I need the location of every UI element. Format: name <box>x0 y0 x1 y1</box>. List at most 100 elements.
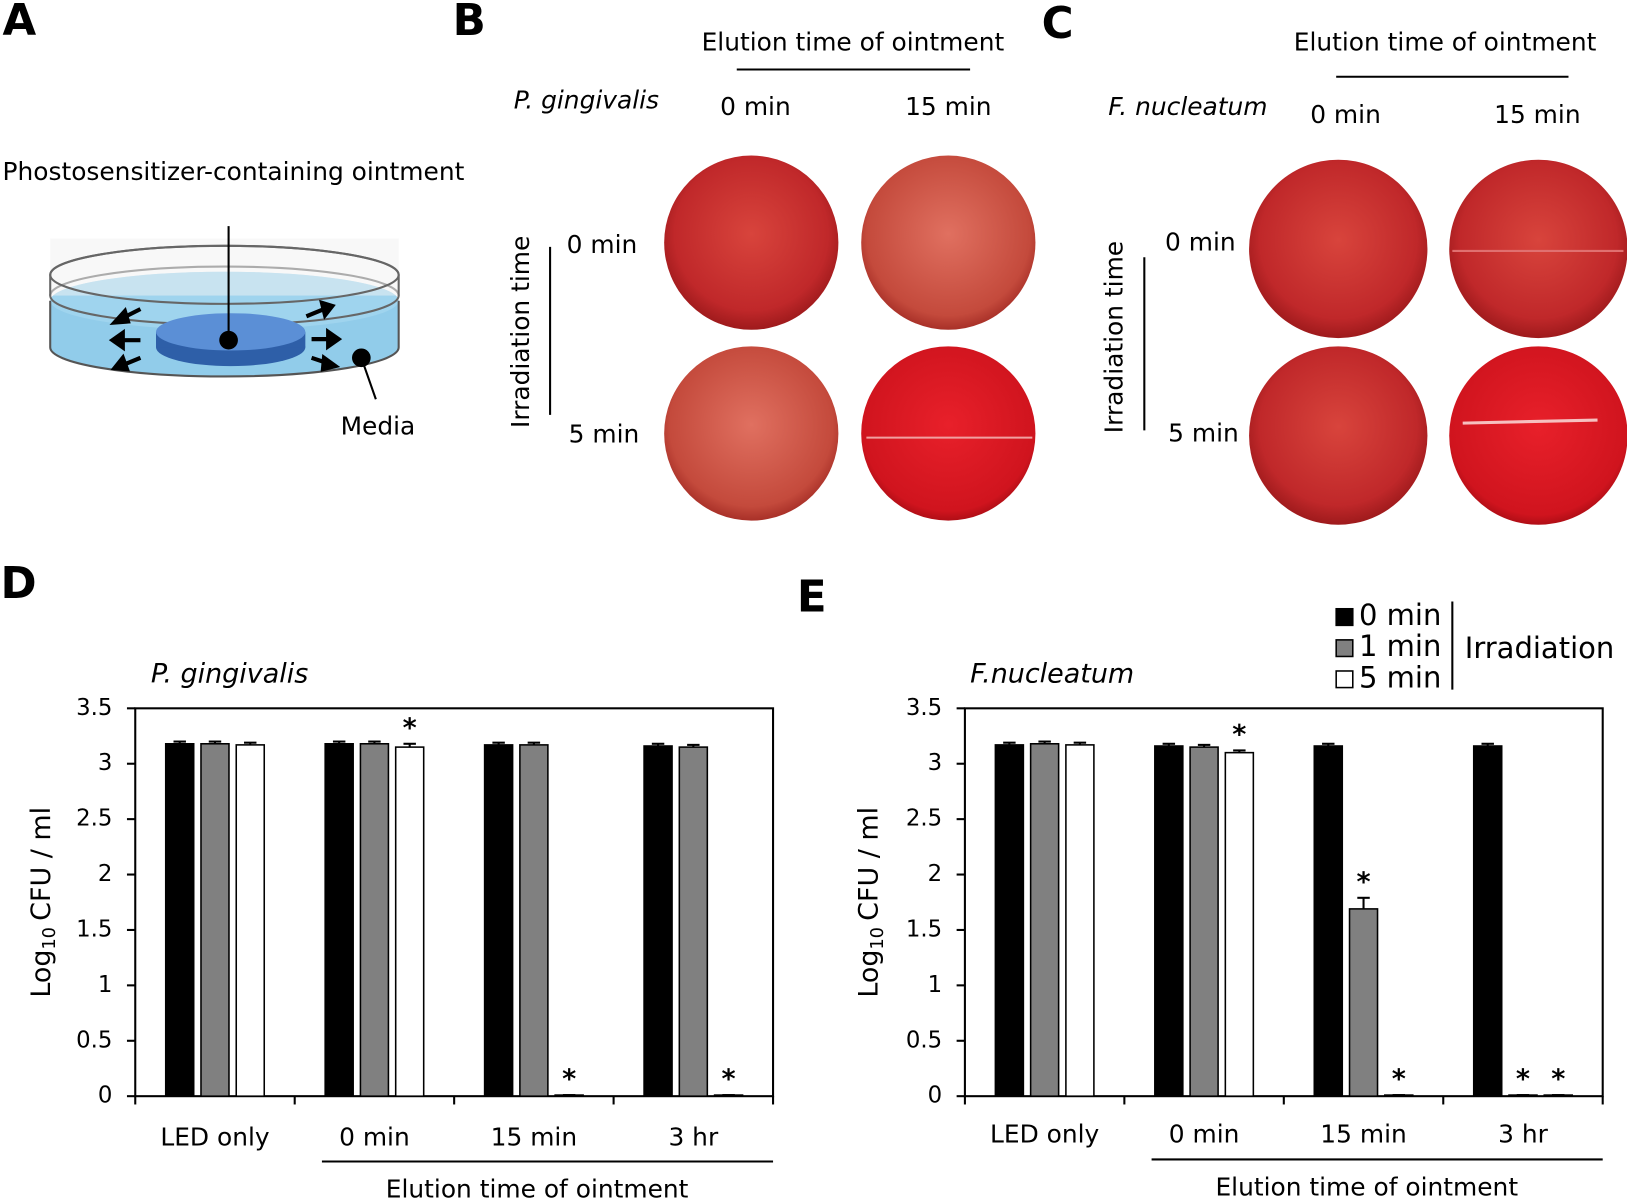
y-tick-label: 2 <box>928 861 943 887</box>
column-label: 0 min <box>1310 100 1381 129</box>
legend-swatch <box>1335 607 1354 627</box>
y-tick-label: 1 <box>98 972 113 998</box>
panel-letter: B <box>453 0 486 46</box>
diagram-title: Phostosensitizer-containing ointment <box>3 157 465 186</box>
legend-label: 0 min <box>1359 598 1441 632</box>
column-title: Elution time of ointment <box>702 28 1005 57</box>
legend-label: 1 min <box>1359 629 1441 663</box>
significance-label: * <box>1232 719 1246 750</box>
plate <box>1449 159 1627 339</box>
bar <box>324 743 354 1097</box>
y-tick-label: 3 <box>98 750 113 776</box>
plate <box>664 346 839 521</box>
plate <box>1449 346 1627 525</box>
legend-swatch <box>1335 639 1354 658</box>
y-axis-label-sub: 10 <box>40 927 60 949</box>
y-tick-label: 1.5 <box>906 916 942 942</box>
x-tick-label: LED only <box>990 1120 1099 1149</box>
column-title: Elution time of ointment <box>1294 28 1597 57</box>
y-tick-label: 3 <box>928 750 943 776</box>
y-axis-label: Log10 CFU / ml <box>853 807 888 998</box>
panel-letter: D <box>0 559 36 609</box>
bar <box>519 744 549 1097</box>
x-tick-label: LED only <box>160 1123 269 1152</box>
legend-title: Irradiation <box>1465 631 1615 665</box>
column-label: 0 min <box>720 92 791 121</box>
y-axis-label-rest: CFU / ml <box>853 807 884 921</box>
row-label: 0 min <box>567 230 638 259</box>
x-tick-label: 0 min <box>339 1123 410 1152</box>
row-label: 5 min <box>569 420 640 449</box>
y-axis-label-main: Log <box>25 950 56 998</box>
bar <box>235 744 266 1097</box>
organism: P. gingivalis <box>514 86 659 115</box>
panel-letter: A <box>3 0 37 46</box>
y-axis-label: Log10 CFU / ml <box>25 807 60 998</box>
y-tick-label: 2.5 <box>76 806 112 832</box>
x-tick-label: 3 hr <box>1498 1120 1548 1149</box>
bar <box>1348 908 1379 1097</box>
significance-label: * <box>1356 867 1370 898</box>
plate <box>861 155 1036 330</box>
plot-frame <box>134 707 775 1098</box>
x-group-label: Elution time of ointment <box>386 1175 689 1203</box>
panel-letter: C <box>1042 0 1074 49</box>
x-tick-label: 0 min <box>1169 1120 1240 1149</box>
row-title: Irradiation time <box>1099 241 1128 433</box>
y-axis-label-sub: 10 <box>868 927 888 949</box>
bar <box>394 746 425 1097</box>
column-label: 15 min <box>905 92 991 121</box>
column-label: 15 min <box>1494 100 1580 129</box>
row-label: 0 min <box>1165 228 1236 257</box>
row-title: Irradiation time <box>506 236 535 428</box>
y-tick-label: 3.5 <box>906 695 942 721</box>
plate <box>1249 159 1428 339</box>
significance-label: * <box>1516 1064 1530 1095</box>
dish <box>49 226 400 400</box>
bar <box>1472 745 1503 1097</box>
bar <box>1154 745 1184 1097</box>
plate <box>861 346 1036 521</box>
bar <box>678 746 709 1097</box>
legend-label: 5 min <box>1359 660 1441 694</box>
x-tick-label: 3 hr <box>668 1123 718 1152</box>
significance-label: * <box>562 1064 576 1095</box>
bar <box>359 743 390 1097</box>
y-tick-label: 1.5 <box>76 916 112 942</box>
y-axis-label-rest: CFU / ml <box>25 807 56 921</box>
bar <box>1313 745 1344 1097</box>
significance-label: * <box>1551 1064 1565 1095</box>
bar <box>1189 746 1219 1097</box>
y-tick-label: 2 <box>98 861 113 887</box>
bar <box>1065 744 1095 1097</box>
significance-label: * <box>403 713 417 744</box>
bar <box>200 743 230 1097</box>
y-tick-label: 0.5 <box>906 1027 942 1053</box>
legend-swatch <box>1335 670 1354 689</box>
bar <box>643 745 673 1097</box>
y-axis-label-main: Log <box>853 950 884 998</box>
plot-frame <box>963 707 1604 1098</box>
media-label: Media <box>341 411 416 440</box>
bar <box>1224 751 1255 1097</box>
chart-title: P. gingivalis <box>151 659 308 690</box>
x-tick-label: 15 min <box>491 1123 577 1152</box>
y-tick-label: 3.5 <box>76 695 112 721</box>
significance-label: * <box>1392 1064 1406 1095</box>
panel-letter: E <box>797 572 827 622</box>
bar <box>164 743 195 1097</box>
x-tick-label: 15 min <box>1320 1120 1406 1149</box>
y-tick-label: 0 <box>928 1083 943 1109</box>
row-label: 5 min <box>1168 419 1239 448</box>
y-tick-label: 0 <box>98 1083 113 1109</box>
significance-label: * <box>722 1064 736 1095</box>
chart-title: F.nucleatum <box>970 659 1134 690</box>
bar <box>994 744 1025 1097</box>
organism: F. nucleatum <box>1108 92 1267 121</box>
streak <box>1462 418 1598 425</box>
bar <box>483 744 514 1097</box>
y-tick-label: 2.5 <box>906 806 942 832</box>
bar <box>1029 743 1060 1097</box>
